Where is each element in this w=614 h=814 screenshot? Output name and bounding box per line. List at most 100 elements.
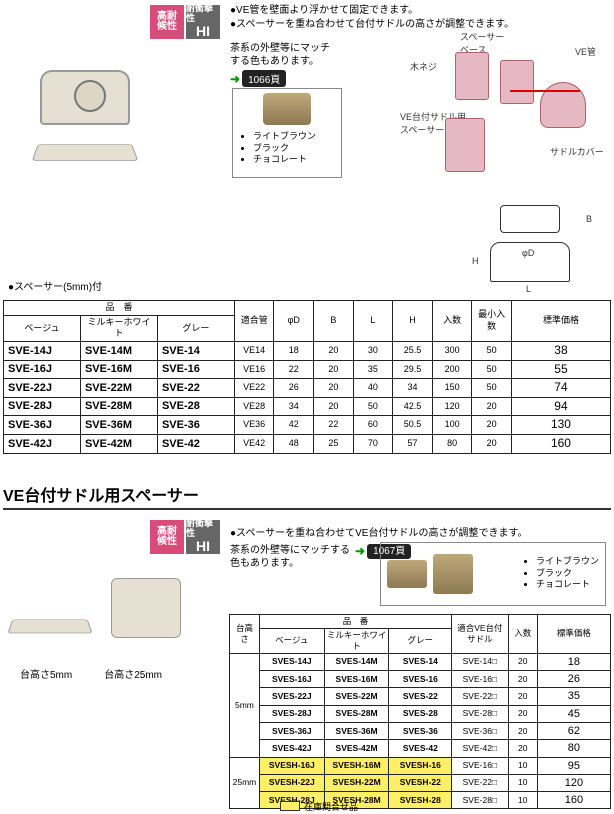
table-cell: 80 [537,740,610,757]
color-item: ブラック [536,568,599,580]
table-cell: 50 [472,342,512,361]
table-cell: SVES-16 [389,671,452,688]
table-cell: 130 [511,416,610,435]
stock-note-text: 在庫問合せ品 [304,800,358,813]
table-cell: SVE-22□ [452,774,508,791]
table-cell: 35 [537,688,610,705]
table-cell: SVES-22 [389,688,452,705]
swatch-icon [433,554,473,594]
table-cell: SVE-36M [80,416,157,435]
table-cell: VE14 [234,342,274,361]
table-cell: 35 [353,360,393,379]
table-cell: SVES-14 [389,653,452,670]
th: 最小入数 [472,301,512,342]
color-variants-box: ライトブラウン ブラック チョコレート [380,542,606,606]
arrow-icon [510,90,580,92]
table-cell: 20 [314,342,354,361]
feature-bullet: ●スペーサーを重ね合わせてVE台付サドルの高さが調整できます。 [230,524,527,539]
table-cell: SVE-42J [4,435,81,454]
table-cell: SVESH-16J [259,757,324,774]
table-cell: 10 [508,774,537,791]
table-cell: SVESH-22 [389,774,452,791]
th-sub: グレー [389,628,452,653]
th: 台高さ [230,614,260,653]
table-cell: 100 [432,416,472,435]
dimension-drawing: B H φD L [470,200,605,290]
table-cell: 25 [314,435,354,454]
table-cell: 20 [472,435,512,454]
table-cell: 150 [432,379,472,398]
table-cell: 10 [508,757,537,774]
table-cell: 94 [511,397,610,416]
feature-badges: 高耐 候性 耐衝撃性 HI [150,5,220,39]
table-cell: 50 [472,360,512,379]
spacer-icon [32,144,139,161]
table-row: SVE-14JSVE-14MSVE-14VE1418203025.5300503… [4,342,611,361]
dim-label: L [526,284,531,294]
table-cell: 20 [508,671,537,688]
table-cell: SVE-16J [4,360,81,379]
diagram-part-icon [445,118,485,172]
table-cell: 20 [472,397,512,416]
badge-hi: 耐衝撃性 HI [186,5,220,39]
th: 標準価格 [511,301,610,342]
table-cell: 70 [353,435,393,454]
table-cell: 95 [537,757,610,774]
table-cell: 20 [508,705,537,722]
table-cell: SVES-42J [259,740,324,757]
spec-table-2: 台高さ 品 番 適合VE台付 サドル 入数 標準価格 ベージュ ミルキーホワイト… [229,614,611,810]
section-2-header: VE台付サドル用スペーサー [0,482,614,510]
th: 入数 [432,301,472,342]
table-cell: 50 [353,397,393,416]
table-cell: 20 [508,722,537,739]
table-cell: VE42 [234,435,274,454]
color-item: ブラック [253,143,316,155]
table-cell: SVE-16M [80,360,157,379]
row-group-head: 25mm [230,757,260,809]
product-illustration [10,60,160,210]
table-cell: SVE-28J [4,397,81,416]
color-variants-box: ライトブラウン ブラック チョコレート [232,88,342,178]
color-item: チョコレート [253,154,316,166]
table-cell: 200 [432,360,472,379]
color-item: ライトブラウン [536,556,599,568]
note-text: 茶系の外壁等にマッチする 色もあります。 [230,544,350,570]
table-cell: 10 [508,792,537,809]
badge-durability: 高耐 候性 [150,520,184,554]
table-cell: SVE-22 [157,379,234,398]
stock-note: 在庫問合せ品 [280,800,358,813]
table-cell: SVESH-22M [324,774,389,791]
table-cell: 62 [537,722,610,739]
saddle-icon [40,70,130,125]
table-cell: 20 [314,360,354,379]
badge-durability: 高耐 候性 [150,5,184,39]
table-cell: 38 [511,342,610,361]
diagram-label: サドルカバー [550,145,604,158]
row-group-head: 5mm [230,653,260,757]
table-cell: 160 [511,435,610,454]
table-cell: 20 [314,397,354,416]
page-reference: ➜ 1066頁 [230,70,286,87]
badge-text: 耐衝撃性 [186,4,220,24]
table-cell: 120 [537,774,610,791]
table-cell: VE28 [234,397,274,416]
table-cell: 22 [314,416,354,435]
table-cell: SVE-42 [157,435,234,454]
badge-hi: 耐衝撃性 HI [186,520,220,554]
table-cell: SVES-16J [259,671,324,688]
badge-text: 候性 [157,537,177,547]
table-row: SVESH-22JSVESH-22MSVESH-22SVE-22□10120 [230,774,611,791]
table-cell: 20 [314,379,354,398]
table-cell: 25.5 [393,342,433,361]
table-cell: SVE-22J [4,379,81,398]
th: B [314,301,354,342]
table-row: SVE-42JSVE-42MSVE-42VE42482570578020160 [4,435,611,454]
table-cell: SVE-36J [4,416,81,435]
table-cell: SVES-42 [389,740,452,757]
table-cell: 42 [274,416,314,435]
table-cell: SVE-14□ [452,653,508,670]
th-sub: ミルキーホワイト [80,315,157,341]
table-cell: 74 [511,379,610,398]
th: 入数 [508,614,537,653]
table-cell: 18 [274,342,314,361]
